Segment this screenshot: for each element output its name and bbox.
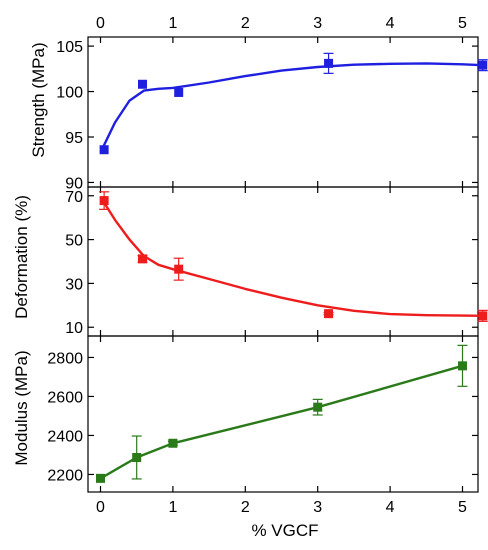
- y-tick-label: 95: [65, 130, 83, 147]
- data-point: [478, 311, 488, 321]
- top-x-tick-label: 1: [168, 15, 177, 32]
- data-point: [324, 309, 334, 319]
- y-tick-label: 2400: [47, 428, 83, 445]
- data-point: [324, 58, 334, 68]
- x-tick-label: 1: [168, 499, 177, 516]
- x-tick-label: 0: [96, 499, 105, 516]
- top-x-tick-label: 2: [241, 15, 250, 32]
- modulus-y-axis-title: Modulus (MPa): [12, 350, 31, 465]
- y-tick-label: 90: [65, 175, 83, 192]
- data-point: [132, 452, 142, 462]
- data-point: [168, 438, 178, 448]
- y-tick-label: 2600: [47, 389, 83, 406]
- data-point: [99, 196, 109, 206]
- x-axis-title: % VGCF: [251, 521, 318, 540]
- y-tick-label: 70: [65, 189, 83, 206]
- x-tick-label: 2: [241, 499, 250, 516]
- y-tick-label: 2200: [47, 467, 83, 484]
- data-point: [137, 79, 147, 89]
- y-tick-label: 30: [65, 276, 83, 293]
- strength-panel-frame: [87, 36, 479, 188]
- data-point: [96, 473, 105, 483]
- data-point: [174, 87, 184, 97]
- top-x-tick-label: 5: [458, 15, 467, 32]
- data-point: [137, 254, 147, 264]
- x-tick-label: 4: [386, 499, 395, 516]
- series-line: [99, 364, 463, 480]
- fit-curve: [99, 62, 483, 154]
- x-tick-label: 5: [458, 499, 467, 516]
- top-x-tick-label: 3: [313, 15, 322, 32]
- y-tick-label: 105: [56, 39, 83, 56]
- data-point: [458, 361, 467, 371]
- fit-curve: [99, 196, 483, 317]
- deformation-y-axis-title: Deformation (%): [12, 195, 31, 319]
- data-point: [478, 60, 488, 70]
- data-point: [174, 264, 184, 274]
- modulus-panel-frame: [87, 335, 479, 493]
- data-point: [313, 402, 323, 412]
- data-point: [99, 145, 109, 155]
- y-tick-label: 50: [65, 233, 83, 250]
- y-tick-label: 10: [65, 320, 83, 337]
- y-tick-label: 2800: [47, 350, 83, 367]
- y-tick-label: 100: [56, 85, 83, 102]
- strength-y-axis-title: Strength (MPa): [29, 42, 48, 157]
- top-x-tick-label: 4: [386, 15, 395, 32]
- top-x-tick-label: 0: [96, 15, 105, 32]
- x-tick-label: 3: [313, 499, 322, 516]
